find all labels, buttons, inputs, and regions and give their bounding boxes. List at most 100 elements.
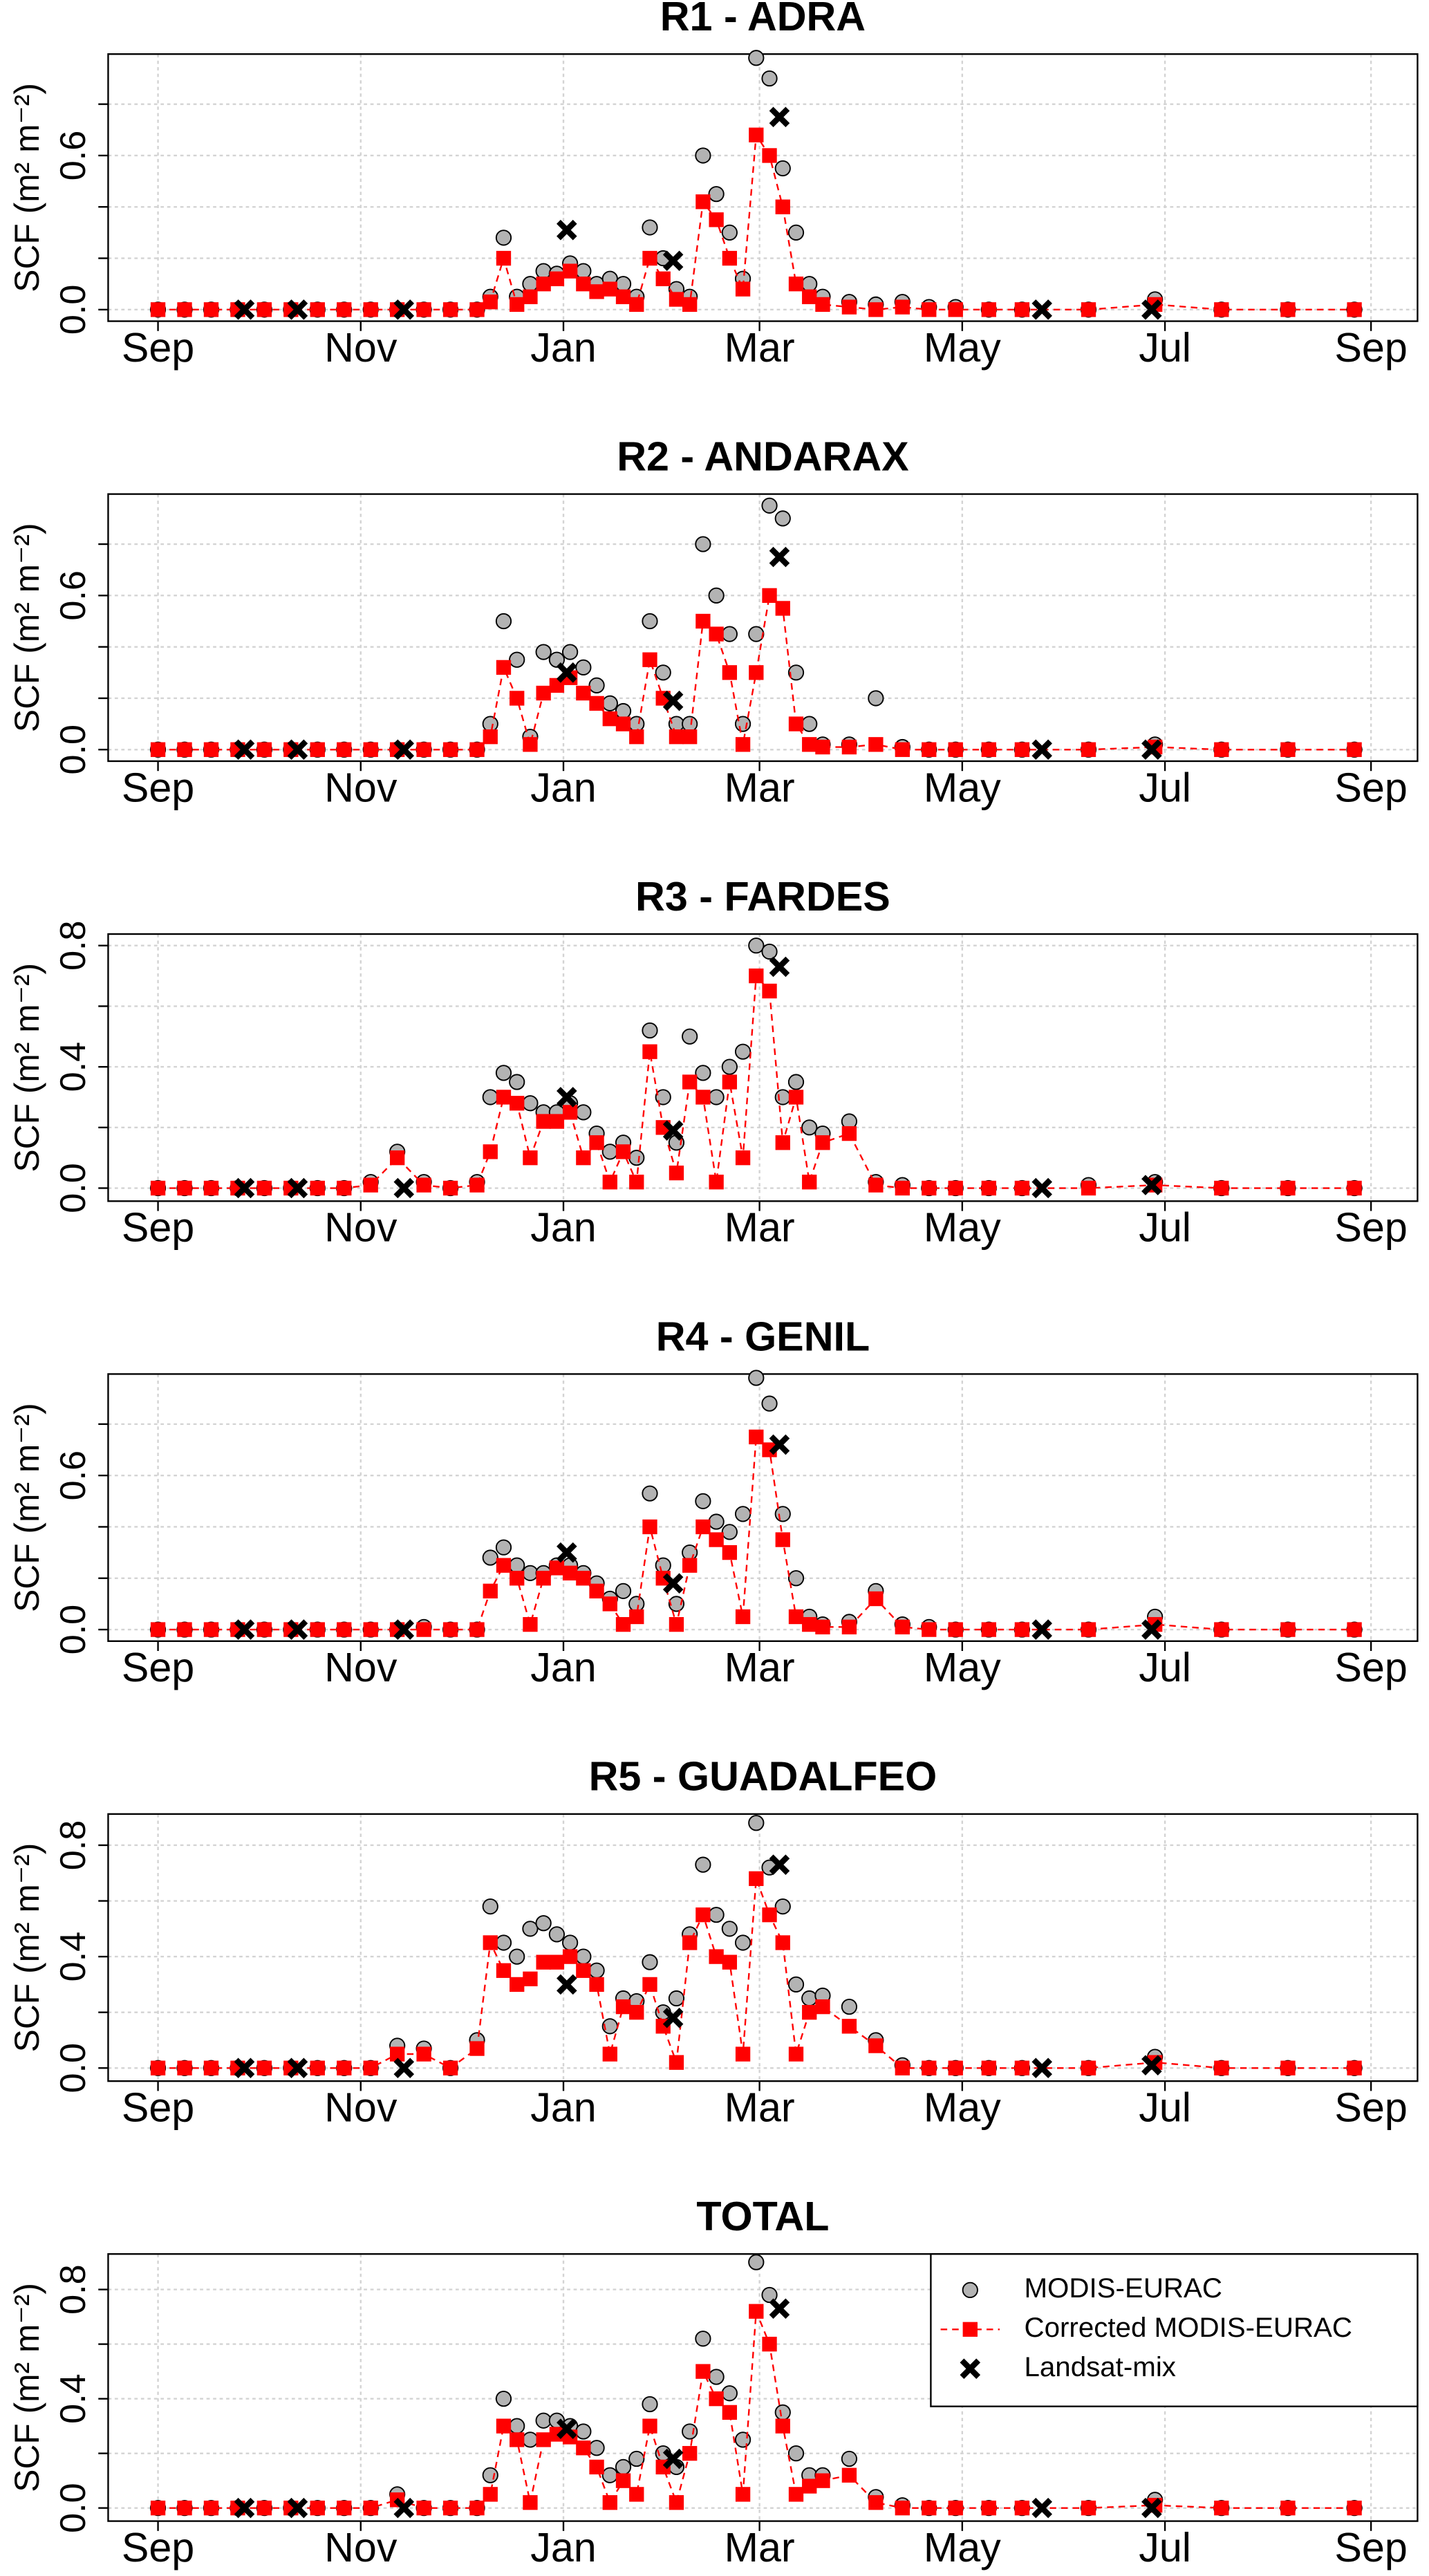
series-line xyxy=(158,593,1355,751)
point xyxy=(310,1180,325,1196)
point xyxy=(662,690,684,711)
y-axis-label: SCF (m² m⁻²) xyxy=(8,1843,46,2053)
y-tick-label: 0.6 xyxy=(53,131,93,180)
y-axis-label: SCF (m² m⁻²) xyxy=(8,963,46,1173)
point xyxy=(895,1180,910,1196)
x-tick-label: Jan xyxy=(530,2084,597,2131)
point xyxy=(841,1999,858,2015)
point xyxy=(416,1622,431,1637)
point xyxy=(535,2412,552,2429)
point xyxy=(749,1429,764,1445)
point xyxy=(177,2060,192,2075)
point xyxy=(774,2404,791,2420)
x-tick-label: Jul xyxy=(1139,1644,1191,1690)
legend-box xyxy=(930,2253,1419,2407)
point xyxy=(1347,1180,1362,1196)
point xyxy=(815,1135,830,1150)
point xyxy=(801,1990,818,2007)
point xyxy=(557,1974,577,1995)
point xyxy=(442,2060,458,2075)
point xyxy=(1014,742,1030,757)
x-tick-label: Sep xyxy=(1334,324,1407,371)
point xyxy=(1031,1619,1053,1640)
plot-frame xyxy=(107,493,1419,763)
point xyxy=(895,742,910,757)
point xyxy=(695,1493,711,1509)
point xyxy=(482,1089,498,1105)
plot-frame xyxy=(107,53,1419,322)
point xyxy=(549,1114,565,1129)
series-line xyxy=(158,1435,1355,1631)
point xyxy=(841,1126,857,1141)
point xyxy=(256,742,272,757)
point xyxy=(522,276,539,292)
x-tick-label: Nov xyxy=(324,2524,398,2570)
point xyxy=(695,1907,711,1923)
y-tick-label: 0.6 xyxy=(53,570,93,620)
point xyxy=(748,2254,765,2270)
point xyxy=(256,2060,272,2075)
y-axis-label: SCF (m² m⁻²) xyxy=(8,2283,46,2492)
point xyxy=(523,2495,538,2510)
legend: MODIS-EURAC Corrected MODIS-EURAC Landsat-… xyxy=(930,2253,1419,2407)
point xyxy=(483,729,498,745)
point xyxy=(393,299,415,320)
point xyxy=(815,739,830,755)
point xyxy=(762,148,777,163)
point xyxy=(695,194,711,209)
point xyxy=(576,1150,591,1166)
point xyxy=(1141,2497,1162,2519)
point xyxy=(557,219,577,241)
x-tick-label: Mar xyxy=(725,1644,795,1690)
point xyxy=(1081,302,1096,317)
point xyxy=(922,302,937,317)
point xyxy=(642,2396,658,2413)
point xyxy=(802,2005,817,2020)
point xyxy=(774,160,791,177)
point xyxy=(788,1609,804,1625)
point xyxy=(442,2500,458,2516)
x-tick-label: Sep xyxy=(1334,1204,1407,1251)
point xyxy=(510,1571,525,1586)
point xyxy=(1214,1622,1229,1637)
point xyxy=(601,695,618,712)
point xyxy=(576,1963,591,1978)
point xyxy=(615,1583,632,1599)
point xyxy=(510,297,525,312)
point xyxy=(496,1963,512,1978)
point xyxy=(629,2005,644,2020)
point xyxy=(695,613,711,629)
panel-title: TOTAL xyxy=(696,2193,829,2239)
point xyxy=(287,2497,308,2519)
point xyxy=(548,1926,566,1943)
point xyxy=(469,1177,485,1193)
point xyxy=(482,2467,498,2483)
point xyxy=(469,2041,485,2056)
point xyxy=(749,1871,764,1886)
point xyxy=(509,651,525,668)
point xyxy=(442,302,458,317)
x-tick-label: May xyxy=(924,2084,1001,2131)
point xyxy=(922,742,937,757)
point xyxy=(868,2038,884,2053)
point xyxy=(655,664,671,681)
point xyxy=(523,1971,538,1987)
point xyxy=(495,1934,512,1951)
point xyxy=(734,1506,751,1522)
y-tick-label: 0.0 xyxy=(53,1605,93,1654)
point xyxy=(615,1616,631,1632)
x-tick-label: May xyxy=(924,2524,1001,2570)
x-tick-label: Jul xyxy=(1139,1204,1191,1251)
point xyxy=(709,626,724,642)
point xyxy=(629,297,644,312)
point xyxy=(655,1089,671,1105)
point xyxy=(682,716,698,732)
x-tick-label: Mar xyxy=(725,2524,795,2570)
point xyxy=(1347,2500,1362,2516)
point xyxy=(662,250,684,272)
point xyxy=(509,2418,525,2434)
point xyxy=(775,199,790,214)
point xyxy=(948,742,963,757)
legend-symbol xyxy=(962,2281,978,2299)
point xyxy=(234,299,255,320)
